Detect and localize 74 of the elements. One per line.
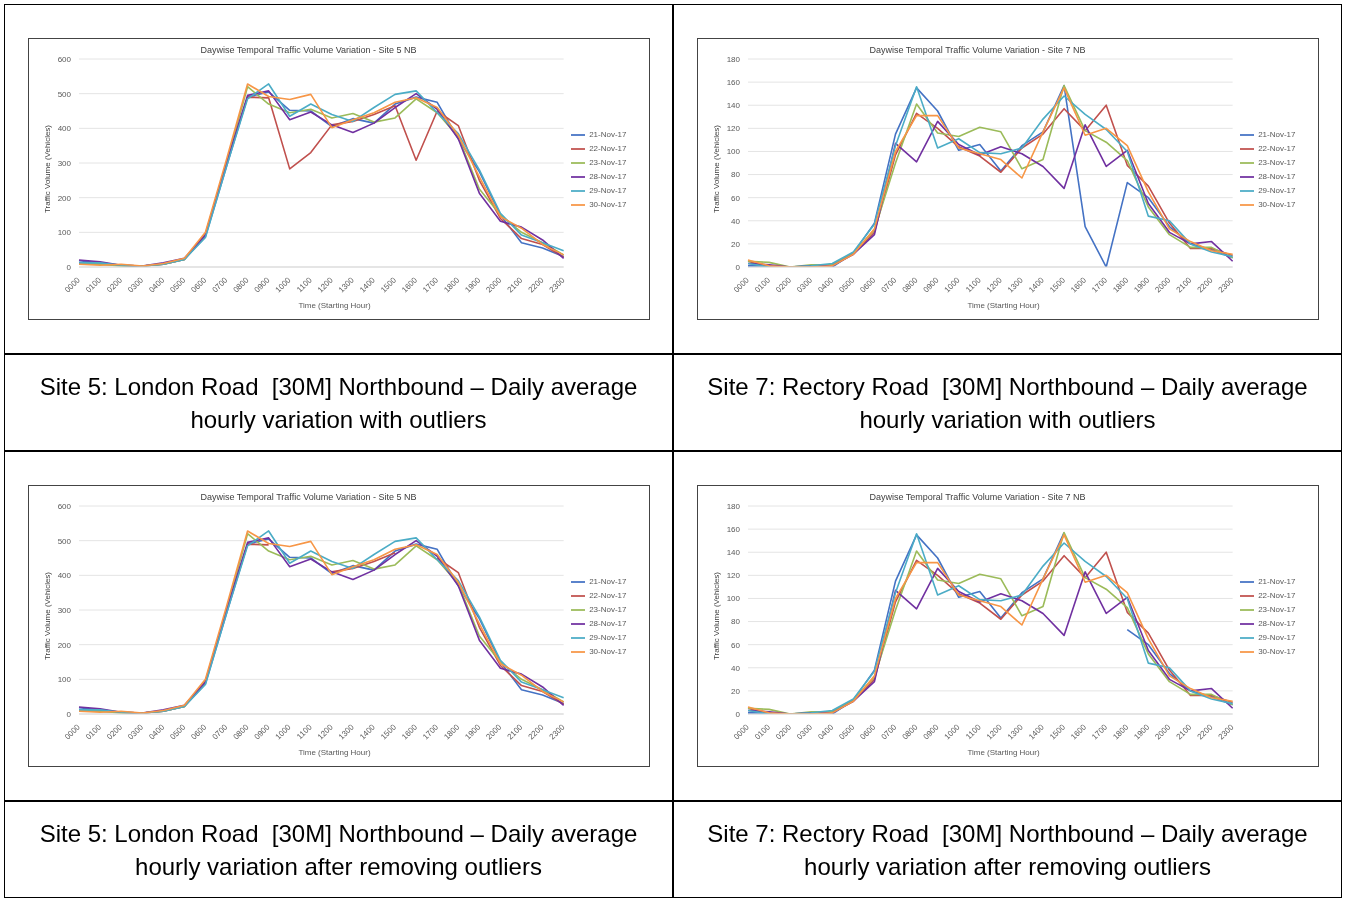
y-tick-label: 60 [730,193,741,203]
text: Site 7: Rectory Road [30M] Northbound – Daily average hourly variation after removing outliers [706,818,1309,882]
legend-label: 29-Nov-17 [1258,633,1296,643]
legend-label: 30-Nov-17 [1258,200,1296,210]
legend-label: 21-Nov-17 [589,129,627,139]
legend-label: 23-Nov-17 [589,158,627,167]
y-tick-label: 80 [730,617,741,627]
y-tick-label: 120 [726,124,741,134]
y-tick-label: 200 [57,640,72,650]
y-tick-label: 600 [57,501,72,511]
x-axis-title: Time (Starting Hour) [297,301,372,310]
legend-label: 22-Nov-17 [589,143,627,153]
legend-label: 30-Nov-17 [589,200,627,210]
y-tick-label: 120 [726,571,741,581]
y-tick-label: 400 [57,571,72,581]
legend-label: 30-Nov-17 [1258,647,1296,657]
y-tick-label: 300 [57,605,72,615]
y-axis-title: Traffic Volume (Vehicles) [711,124,721,213]
y-tick-label: 100 [57,228,72,238]
y-tick-label: 600 [57,54,72,64]
legend-label: 28-Nov-17 [1258,619,1296,629]
text: Site 7: Rectory Road [30M] Northbound – Daily average hourly variation with outliers [706,371,1309,435]
y-tick-label: 500 [57,536,72,546]
chart-title: Daywise Temporal Traffic Volume Variation - Site 5 NB [199,45,418,55]
y-axis-title: Traffic Volume (Vehicles) [711,571,721,660]
y-tick-label: 140 [726,548,741,558]
legend-label: 29-Nov-17 [589,186,627,196]
text: Site 5: London Road [30M] Northbound – Daily average hourly variation with outliers [38,371,639,435]
y-tick-label: 400 [57,124,72,134]
legend-label: 29-Nov-17 [589,633,627,643]
legend-label: 23-Nov-17 [589,605,627,614]
y-tick-label: 100 [726,147,741,157]
y-tick-label: 60 [730,640,741,650]
legend-label: 23-Nov-17 [1258,158,1296,167]
legend-label: 28-Nov-17 [1258,172,1296,182]
y-tick-label: 180 [726,501,741,511]
legend-label: 23-Nov-17 [1258,605,1296,614]
y-axis-title: Traffic Volume (Vehicles) [42,571,52,660]
legend-label: 22-Nov-17 [589,590,627,600]
y-tick-label: 160 [726,524,741,534]
y-tick-label: 100 [726,594,741,604]
y-axis-title: Traffic Volume (Vehicles) [42,124,52,213]
y-tick-label: 0 [735,709,741,719]
chart-title: Daywise Temporal Traffic Volume Variation - Site 7 NB [868,492,1087,502]
chart-title: Daywise Temporal Traffic Volume Variation - Site 7 NB [868,45,1087,55]
y-tick-label: 140 [726,101,741,111]
legend-label: 28-Nov-17 [589,172,627,182]
legend-label: 22-Nov-17 [1258,143,1296,153]
y-tick-label: 100 [57,675,72,685]
x-axis-title: Time (Starting Hour) [966,748,1041,757]
y-tick-label: 300 [57,158,72,168]
y-tick-label: 0 [735,262,741,272]
chart-title: Daywise Temporal Traffic Volume Variation - Site 5 NB [199,492,418,502]
legend-label: 21-Nov-17 [1258,129,1296,139]
y-tick-label: 0 [66,709,72,719]
legend-label: 22-Nov-17 [1258,590,1296,600]
legend-label: 30-Nov-17 [589,647,627,657]
x-axis-title: Time (Starting Hour) [966,301,1041,310]
y-tick-label: 40 [730,216,741,226]
y-tick-label: 40 [730,663,741,673]
y-tick-label: 200 [57,193,72,203]
legend-label: 21-Nov-17 [1258,576,1296,586]
y-tick-label: 180 [726,54,741,64]
x-axis-title: Time (Starting Hour) [297,748,372,757]
legend-label: 21-Nov-17 [589,576,627,586]
y-tick-label: 0 [66,262,72,272]
legend-label: 28-Nov-17 [589,619,627,629]
y-tick-label: 160 [726,77,741,87]
y-tick-label: 500 [57,89,72,99]
text: Site 5: London Road [30M] Northbound – Daily average hourly variation after removing outliers [38,818,639,882]
y-tick-label: 20 [730,239,741,249]
y-tick-label: 80 [730,170,741,180]
y-tick-label: 20 [730,686,741,696]
legend-label: 29-Nov-17 [1258,186,1296,196]
